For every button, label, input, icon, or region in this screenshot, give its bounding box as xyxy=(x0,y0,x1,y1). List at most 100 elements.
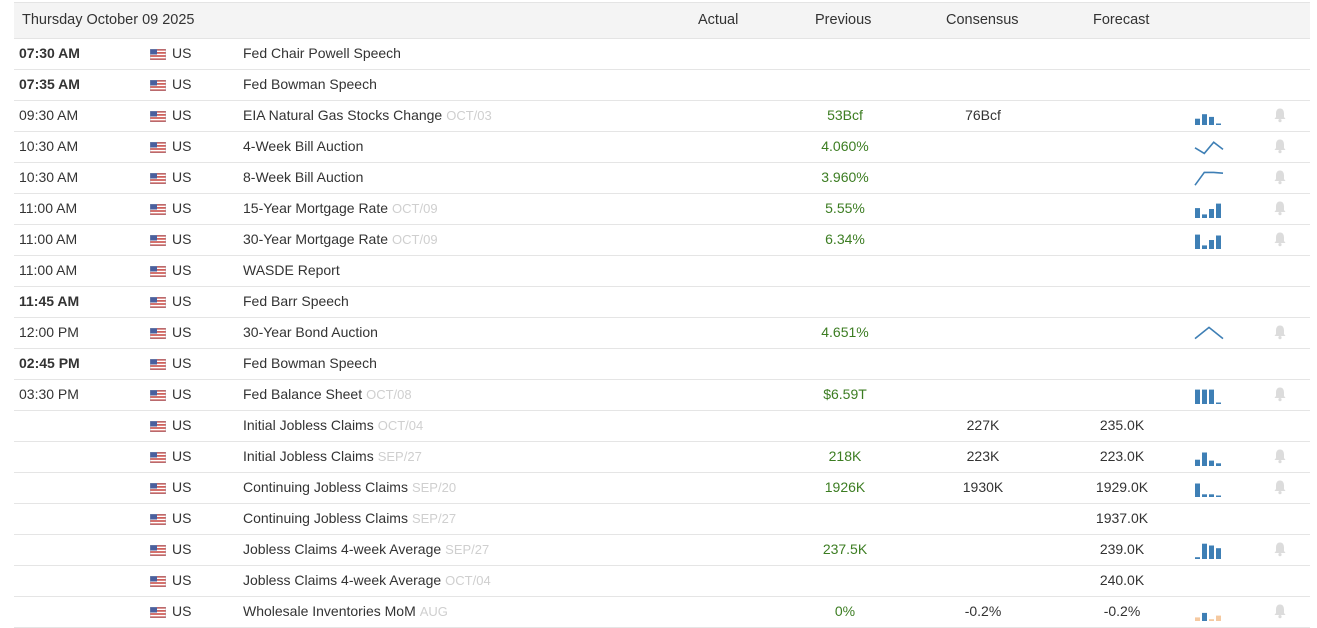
sparkline-bar xyxy=(1202,543,1207,559)
trend-sparkline-icon[interactable] xyxy=(1194,447,1224,467)
alert-bell-icon[interactable] xyxy=(1273,231,1287,247)
alert-bell-icon[interactable] xyxy=(1273,386,1287,402)
alert-bell-icon[interactable] xyxy=(1273,324,1287,340)
event-name: Jobless Claims 4-week Average xyxy=(243,572,442,588)
previous-value: 4.651% xyxy=(821,324,869,340)
sparkline-bar xyxy=(1195,389,1200,404)
trend-sparkline-icon[interactable] xyxy=(1194,602,1224,622)
us-flag-icon xyxy=(150,142,166,153)
event-name-link[interactable]: 30-Year Bond Auction xyxy=(243,324,382,340)
event-name-link[interactable]: Continuing Jobless Claims SEP/20 xyxy=(243,479,456,495)
event-row[interactable]: 11:00 AM US 15-Year Mortgage Rate OCT/09 5.5… xyxy=(14,194,1310,225)
sparkline-bar xyxy=(1202,612,1207,621)
event-name-link[interactable]: Jobless Claims 4-week Average OCT/04 xyxy=(243,572,491,588)
event-row[interactable]: 12:00 PM US 30-Year Bond Auction 4.651% xyxy=(14,318,1310,349)
trend-sparkline-icon[interactable] xyxy=(1194,168,1224,188)
alert-bell-icon[interactable] xyxy=(1273,107,1287,123)
event-row[interactable]: 11:00 AM US WASDE Report xyxy=(14,256,1310,287)
column-header-forecast[interactable]: Forecast xyxy=(1093,12,1150,28)
forecast-value: 240.0K xyxy=(1099,572,1145,588)
event-row[interactable]: 07:35 AM US Fed Bowman Speech xyxy=(14,70,1310,101)
event-row[interactable]: US Initial Jobless Claims SEP/27 218K 223K 22… xyxy=(14,442,1310,473)
us-flag-icon xyxy=(150,607,166,618)
trend-sparkline-icon[interactable] xyxy=(1194,478,1224,498)
alert-bell-icon[interactable] xyxy=(1273,200,1287,216)
event-row[interactable]: US Jobless Claims 4-week Average SEP/27 237… xyxy=(14,535,1310,566)
event-name-link[interactable]: Fed Barr Speech xyxy=(243,293,353,309)
event-name-link[interactable]: Wholesale Inventories MoM AUG xyxy=(243,603,448,619)
event-name-link[interactable]: 30-Year Mortgage Rate OCT/09 xyxy=(243,231,438,247)
event-row[interactable]: 10:30 AM US 8-Week Bill Auction 3.960% xyxy=(14,163,1310,194)
trend-sparkline-icon[interactable] xyxy=(1194,137,1224,157)
event-name-link[interactable]: 8-Week Bill Auction xyxy=(243,169,367,185)
event-row[interactable]: 10:30 AM US 4-Week Bill Auction 4.060% xyxy=(14,132,1310,163)
event-row[interactable]: US Wholesale Inventories MoM AUG 0% -0.2% -0.… xyxy=(14,597,1310,628)
event-country: US xyxy=(172,324,192,340)
event-time: 03:30 PM xyxy=(19,386,79,402)
alert-bell-icon[interactable] xyxy=(1273,479,1287,495)
alert-bell-icon[interactable] xyxy=(1273,603,1287,619)
event-row[interactable]: 02:45 PM US Fed Bowman Speech xyxy=(14,349,1310,380)
event-row[interactable]: 11:00 AM US 30-Year Mortgage Rate OCT/09 6.3… xyxy=(14,225,1310,256)
event-country: US xyxy=(172,169,192,185)
event-name-link[interactable]: Initial Jobless Claims SEP/27 xyxy=(243,448,422,464)
event-name-link[interactable]: Fed Balance Sheet OCT/08 xyxy=(243,386,412,402)
trend-sparkline-icon[interactable] xyxy=(1194,106,1224,126)
sparkline-bar xyxy=(1209,389,1214,404)
event-row[interactable]: 07:30 AM US Fed Chair Powell Speech xyxy=(14,39,1310,70)
us-flag-icon xyxy=(150,173,166,184)
event-name-link[interactable]: Jobless Claims 4-week Average SEP/27 xyxy=(243,541,489,557)
event-row[interactable]: US Jobless Claims 4-week Average OCT/04 240… xyxy=(14,566,1310,597)
event-row[interactable]: US Continuing Jobless Claims SEP/27 1937.0K xyxy=(14,504,1310,535)
event-name: Continuing Jobless Claims xyxy=(243,510,408,526)
event-name: Fed Barr Speech xyxy=(243,293,349,309)
event-name-link[interactable]: Initial Jobless Claims OCT/04 xyxy=(243,417,423,433)
alert-bell-icon[interactable] xyxy=(1273,169,1287,185)
us-flag-icon xyxy=(150,421,166,432)
sparkline-bar xyxy=(1209,619,1214,621)
column-header-previous[interactable]: Previous xyxy=(815,12,872,28)
event-country: US xyxy=(172,603,192,619)
event-country: US xyxy=(172,355,192,371)
event-name-link[interactable]: WASDE Report xyxy=(243,262,344,278)
calendar-date: Thursday October 09 2025 xyxy=(22,12,195,28)
alert-bell-icon[interactable] xyxy=(1273,138,1287,154)
sparkline-bar xyxy=(1216,402,1221,404)
event-row[interactable]: 11:45 AM US Fed Barr Speech xyxy=(14,287,1310,318)
alert-bell-icon[interactable] xyxy=(1273,448,1287,464)
event-reference-period: SEP/27 xyxy=(411,511,457,526)
sparkline-bar xyxy=(1195,118,1200,125)
alert-bell-icon[interactable] xyxy=(1273,541,1287,557)
event-country: US xyxy=(172,76,192,92)
consensus-value: -0.2% xyxy=(964,603,1002,619)
sparkline-bar xyxy=(1202,114,1207,125)
event-name-link[interactable]: Continuing Jobless Claims SEP/27 xyxy=(243,510,456,526)
sparkline-bar xyxy=(1209,240,1214,249)
sparkline-bar xyxy=(1202,245,1207,249)
us-flag-icon xyxy=(150,328,166,339)
sparkline-bar xyxy=(1195,617,1200,621)
event-row[interactable]: 09:30 AM US EIA Natural Gas Stocks Change O… xyxy=(14,101,1310,132)
event-row[interactable]: 03:30 PM US Fed Balance Sheet OCT/08 $6.59T xyxy=(14,380,1310,411)
event-name-link[interactable]: Fed Bowman Speech xyxy=(243,76,381,92)
event-time: 02:45 PM xyxy=(19,355,80,371)
column-header-actual[interactable]: Actual xyxy=(698,12,739,28)
event-name-link[interactable]: 4-Week Bill Auction xyxy=(243,138,367,154)
column-header-consensus[interactable]: Consensus xyxy=(946,12,1019,28)
us-flag-icon xyxy=(150,266,166,277)
previous-value: 1926K xyxy=(824,479,866,495)
trend-sparkline-icon[interactable] xyxy=(1194,230,1224,250)
event-name-link[interactable]: 15-Year Mortgage Rate OCT/09 xyxy=(243,200,438,216)
event-reference-period: AUG xyxy=(419,604,448,619)
forecast-value: 1929.0K xyxy=(1095,479,1149,495)
event-row[interactable]: US Initial Jobless Claims OCT/04 227K 235.0K xyxy=(14,411,1310,442)
event-row[interactable]: US Continuing Jobless Claims SEP/20 1926K 19… xyxy=(14,473,1310,504)
trend-sparkline-icon[interactable] xyxy=(1194,385,1224,405)
trend-sparkline-icon[interactable] xyxy=(1194,540,1224,560)
event-reference-period: OCT/09 xyxy=(392,201,438,216)
event-name-link[interactable]: Fed Chair Powell Speech xyxy=(243,45,405,61)
trend-sparkline-icon[interactable] xyxy=(1194,323,1224,343)
event-name-link[interactable]: Fed Bowman Speech xyxy=(243,355,381,371)
trend-sparkline-icon[interactable] xyxy=(1194,199,1224,219)
event-name-link[interactable]: EIA Natural Gas Stocks Change OCT/03 xyxy=(243,107,492,123)
